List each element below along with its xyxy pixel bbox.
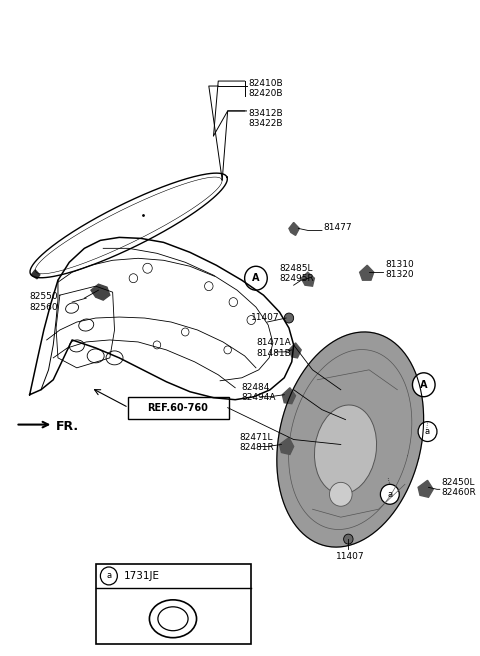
Text: A: A — [252, 273, 260, 283]
Text: a: a — [387, 490, 392, 499]
Text: 83412B
83422B: 83412B 83422B — [249, 109, 283, 129]
Polygon shape — [31, 270, 40, 279]
Text: 11407: 11407 — [251, 312, 280, 321]
Polygon shape — [301, 272, 314, 286]
Ellipse shape — [149, 600, 196, 638]
Text: 1731JE: 1731JE — [124, 571, 160, 581]
Polygon shape — [289, 343, 301, 358]
Ellipse shape — [314, 405, 377, 494]
Text: 82450L
82460R: 82450L 82460R — [442, 478, 477, 497]
Polygon shape — [91, 284, 110, 300]
Polygon shape — [279, 438, 294, 455]
Circle shape — [412, 373, 435, 397]
Ellipse shape — [158, 607, 188, 630]
Circle shape — [284, 313, 294, 323]
Text: 11407: 11407 — [336, 552, 364, 561]
Text: 81471A
81481B: 81471A 81481B — [256, 338, 291, 358]
FancyBboxPatch shape — [96, 564, 251, 644]
Text: 81477: 81477 — [324, 223, 352, 232]
Circle shape — [380, 484, 399, 504]
Text: a: a — [425, 427, 430, 436]
Circle shape — [100, 567, 117, 585]
Text: 81310
81320: 81310 81320 — [385, 260, 414, 279]
FancyBboxPatch shape — [128, 397, 228, 419]
Circle shape — [329, 482, 352, 506]
Circle shape — [418, 422, 437, 441]
Text: 82484
82494A: 82484 82494A — [242, 383, 276, 402]
Polygon shape — [277, 332, 424, 547]
Text: FR.: FR. — [56, 420, 79, 433]
Text: REF.60-760: REF.60-760 — [147, 403, 208, 413]
Text: 82550
82560: 82550 82560 — [30, 293, 58, 312]
Text: 82471L
82481R: 82471L 82481R — [239, 433, 274, 452]
Polygon shape — [360, 265, 374, 280]
Text: 82410B
82420B: 82410B 82420B — [249, 79, 283, 98]
Text: A: A — [420, 380, 428, 390]
Polygon shape — [418, 480, 433, 497]
Circle shape — [344, 534, 353, 544]
Polygon shape — [282, 388, 296, 403]
Polygon shape — [289, 222, 300, 236]
Circle shape — [245, 266, 267, 290]
Text: a: a — [106, 571, 111, 581]
Text: 82485L
82495R: 82485L 82495R — [279, 264, 314, 283]
